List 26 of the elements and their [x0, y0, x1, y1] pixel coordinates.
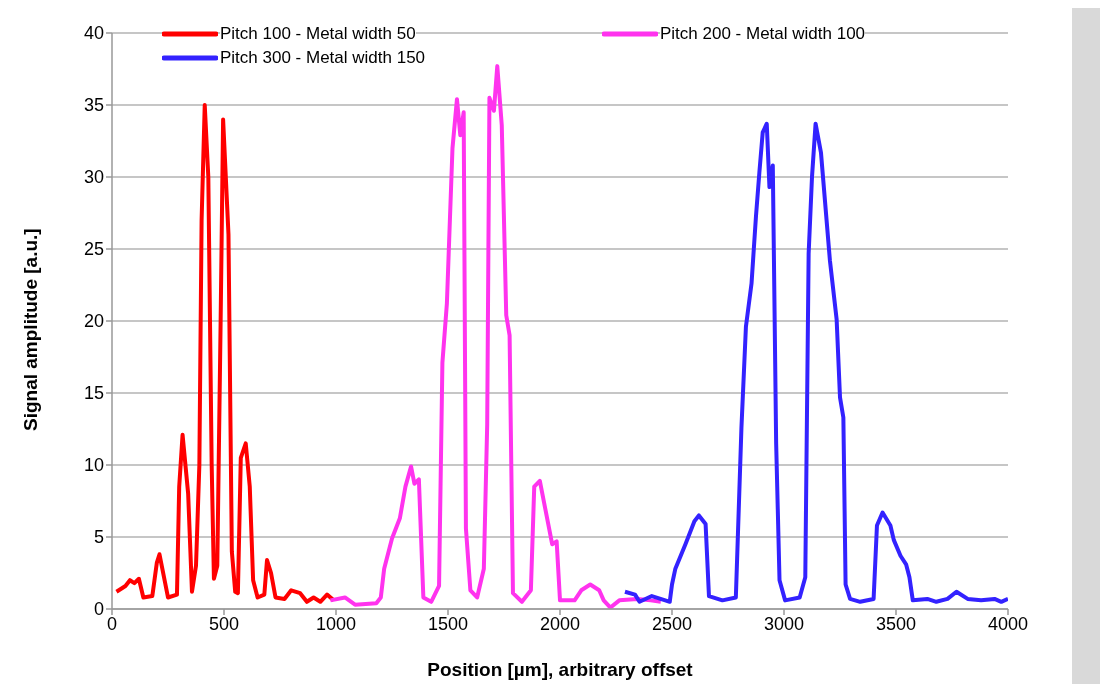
- x-tick-label: 3000: [763, 613, 805, 634]
- y-tick-label: 25: [83, 239, 104, 260]
- line-series: [622, 121, 1008, 604]
- y-tick-label: 15: [83, 383, 104, 404]
- y-tick-label: 5: [93, 527, 104, 548]
- x-tick-label: 2000: [539, 613, 581, 634]
- legend-label: Pitch 100 - Metal width 50: [220, 24, 416, 44]
- legend-label: Pitch 300 - Metal width 150: [220, 48, 426, 68]
- y-tick-label: 0: [93, 599, 104, 620]
- y-tick-label: 30: [83, 167, 104, 188]
- x-tick-label: 2500: [651, 613, 693, 634]
- x-tick-label: 1000: [315, 613, 357, 634]
- y-tick-label: 40: [83, 23, 104, 44]
- line-series: [114, 103, 336, 604]
- line-series: [328, 64, 663, 609]
- x-axis-title: Position [µm], arbitrary offset: [427, 659, 694, 680]
- y-tick-label: 10: [83, 455, 104, 476]
- y-tick-label: 20: [83, 311, 104, 332]
- x-tick-label: 0: [106, 613, 118, 634]
- y-axis-title: Signal amplitude [a.u.]: [19, 228, 41, 431]
- x-tick-label: 1500: [427, 613, 469, 634]
- y-tick-label: 35: [83, 95, 104, 116]
- x-tick-label: 4000: [987, 613, 1029, 634]
- x-tick-label: 500: [208, 613, 240, 634]
- legend-label: Pitch 200 - Metal width 100: [660, 24, 866, 44]
- x-tick-label: 3500: [875, 613, 917, 634]
